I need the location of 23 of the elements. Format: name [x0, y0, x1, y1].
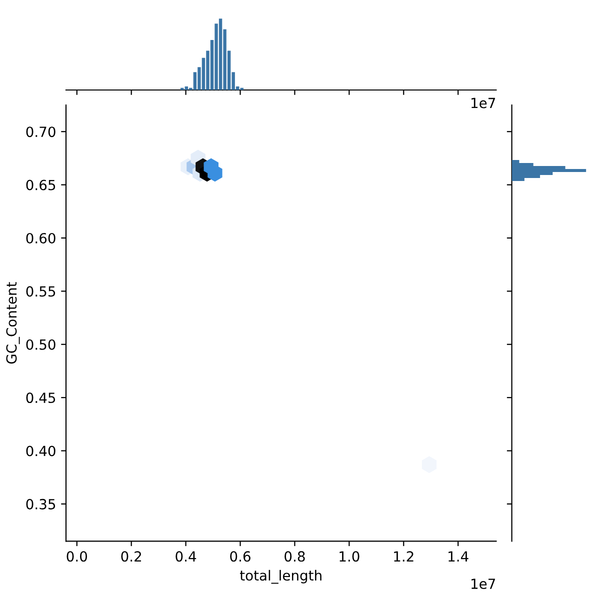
y-axis-title: GC_Content [6, 282, 20, 364]
x-tick-label: 0.4 [176, 551, 196, 562]
y-tick-label: 0.35 [26, 498, 56, 510]
y-tick-label: 0.65 [26, 180, 56, 190]
text: 1e7 [472, 578, 496, 590]
y-tick-label: 0.60 [26, 232, 56, 244]
x-tick-label: 0.8 [284, 551, 305, 562]
bar [218, 18, 222, 90]
annotation: 1e7 [472, 98, 496, 108]
y-tick-label: 0.70 [26, 126, 56, 138]
x-tick-label: 0.0 [66, 551, 88, 562]
y-tick-label: 0.50 [26, 339, 56, 350]
y-tick-label: 0.55 [26, 286, 56, 297]
x-tick-label: 1.0 [340, 551, 360, 562]
x-tick-label: 1.4 [448, 551, 468, 562]
point [208, 164, 222, 182]
x-tick-label: 0.2 [121, 551, 141, 562]
bar [512, 169, 586, 172]
x-tick-label: 1.2 [394, 551, 414, 562]
y-tick-label: 0.40 [26, 446, 56, 456]
y-tick-label: 0.45 [26, 392, 56, 404]
x-tick-label: 0.6 [230, 551, 250, 562]
x-axis-title: total_length [240, 570, 322, 584]
